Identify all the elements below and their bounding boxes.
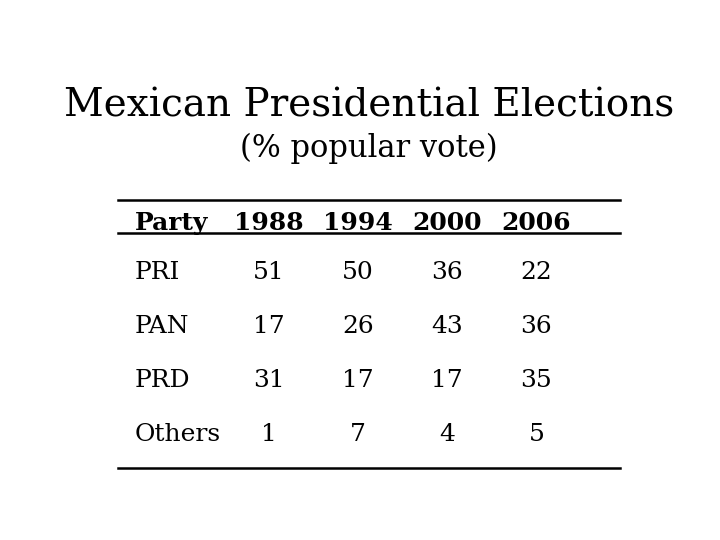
Text: PRD: PRD xyxy=(135,369,190,392)
Text: 7: 7 xyxy=(350,423,366,447)
Text: 1: 1 xyxy=(261,423,276,447)
Text: 4: 4 xyxy=(439,423,455,447)
Text: (% popular vote): (% popular vote) xyxy=(240,132,498,164)
Text: Mexican Presidential Elections: Mexican Presidential Elections xyxy=(64,88,674,125)
Text: 26: 26 xyxy=(342,315,374,338)
Text: 2000: 2000 xyxy=(413,211,482,235)
Text: 36: 36 xyxy=(521,315,552,338)
Text: 5: 5 xyxy=(528,423,544,447)
Text: PAN: PAN xyxy=(135,315,189,338)
Text: 31: 31 xyxy=(253,369,284,392)
Text: 51: 51 xyxy=(253,261,284,284)
Text: 2006: 2006 xyxy=(502,211,571,235)
Text: 35: 35 xyxy=(521,369,552,392)
Text: 1994: 1994 xyxy=(323,211,392,235)
Text: PRI: PRI xyxy=(135,261,180,284)
Text: 50: 50 xyxy=(342,261,374,284)
Text: 36: 36 xyxy=(431,261,463,284)
Text: 1988: 1988 xyxy=(234,211,303,235)
Text: 17: 17 xyxy=(253,315,284,338)
Text: 22: 22 xyxy=(521,261,552,284)
Text: Others: Others xyxy=(135,423,221,447)
Text: 43: 43 xyxy=(431,315,463,338)
Text: 17: 17 xyxy=(431,369,463,392)
Text: Party: Party xyxy=(135,211,208,235)
Text: 17: 17 xyxy=(342,369,374,392)
